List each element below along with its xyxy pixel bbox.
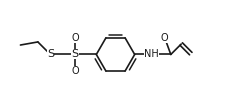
Text: S: S	[47, 50, 54, 59]
Text: O: O	[71, 66, 79, 76]
Text: O: O	[161, 33, 169, 43]
Text: S: S	[71, 50, 79, 59]
Text: O: O	[71, 33, 79, 43]
Text: NH: NH	[144, 50, 158, 59]
